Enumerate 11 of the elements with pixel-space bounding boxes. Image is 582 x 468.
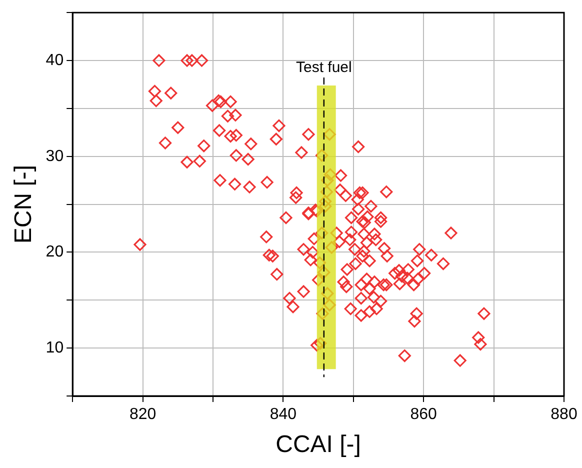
y-tick-label: 20 [46, 244, 64, 261]
y-axis-title: ECN [-] [10, 164, 38, 244]
x-tick-label: 820 [129, 406, 156, 424]
x-tick-label: 840 [270, 406, 297, 424]
x-tick-label: 880 [550, 406, 578, 424]
ref-line-label: Test fuel [296, 59, 352, 76]
x-tick-label: 860 [410, 406, 438, 424]
x-axis-title: CCAI [-] [276, 431, 361, 458]
y-tick-label: 40 [46, 52, 64, 69]
y-tick-label: 10 [46, 339, 64, 356]
y-tick-label: 30 [46, 148, 64, 165]
